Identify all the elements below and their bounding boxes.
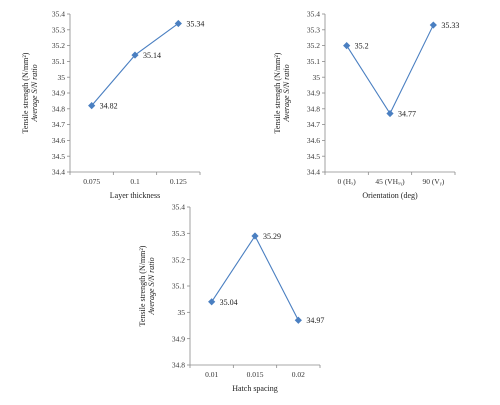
x-tick-label: 0 (Hₓ) [338,177,357,186]
data-point-marker [208,298,216,306]
y-tick-label: 34.5 [52,152,65,161]
y-tick-label: 35.4 [52,10,65,19]
y-tick-label: 35.1 [307,57,320,66]
chart-layer-thickness: 34.4 34.5 34.6 34.7 34.8 34.9 35 35.1 35.2 35.3 35… [21,10,204,200]
y-tick-label: 34.5 [307,152,320,161]
y-tick-label: 35.4 [307,10,320,19]
chart-hatch-spacing: 34.8 34.9 35 35.1 35.2 35.3 35.4 0.01 0.015 0.02 H… [138,203,324,393]
data-point-marker [251,232,259,240]
y-tick-label: 35.3 [307,25,320,34]
y-tick-label: 35.4 [172,203,185,212]
y-tick-label: 35.2 [172,255,185,264]
data-label: 34.77 [398,110,416,119]
data-point-marker [429,21,437,29]
data-label: 35.33 [441,21,459,30]
y-tick-label: 34.7 [307,120,320,129]
x-tick-label: 0.02 [292,370,305,379]
data-label: 35.2 [355,42,369,51]
chart-orientation: 34.4 34.5 34.6 34.7 34.8 34.9 35 35.1 35.2 35.3 35… [273,10,459,200]
y-tick-label: 35 [58,73,66,82]
data-label: 34.97 [306,316,324,325]
y-tick-label: 35.2 [307,41,320,50]
y-tick-label: 35 [313,73,321,82]
y-tick-label: 35.3 [52,25,65,34]
data-point-marker [174,19,182,28]
y-tick-label: 34.9 [307,89,320,98]
y-tick-label: 34.8 [172,361,185,370]
y-axis-label-line1: Tensile strength (N/mm²) [273,52,282,133]
y-tick-label: 34.7 [52,120,65,129]
y-tick-label: 34.6 [52,136,65,145]
y-tick-label: 35.1 [172,282,185,291]
y-axis-label-line2: Average S/N ratio [147,257,156,315]
y-tick-label: 35.1 [52,57,65,66]
x-tick-label: 0.1 [130,177,140,186]
data-label: 35.04 [220,298,238,307]
x-tick-label: 0.015 [247,370,264,379]
x-axis-label: Orientation (deg) [362,191,418,200]
y-tick-label: 34.8 [307,104,320,113]
x-tick-label: 0.075 [83,177,100,186]
y-tick-label: 34.8 [52,104,65,113]
y-tick-label: 34.9 [52,89,65,98]
y-tick-label: 34.4 [52,168,65,177]
x-tick-label: 0.01 [205,370,218,379]
series-line [91,23,179,106]
y-tick-label: 35 [178,308,186,317]
x-tick-label: 90 (Vᵧ) [422,177,444,187]
x-tick-label: 45 (VHₓᵧ) [375,177,405,187]
y-axis-label-line1: Tensile strength (N/mm²) [21,52,30,133]
y-axis-label-line1: Tensile strength (N/mm²) [138,245,147,326]
x-tick-label: 0.125 [170,177,187,186]
data-label: 35.29 [263,232,281,241]
y-tick-label: 35.2 [52,41,65,50]
data-label: 35.34 [186,19,204,28]
y-axis-label-line2: Average S/N ratio [30,64,39,122]
series-line [211,234,299,321]
series-line [346,24,434,115]
x-axis-label: Hatch spacing [232,384,278,393]
data-label: 35.14 [143,51,161,60]
y-tick-label: 34.4 [307,168,320,177]
data-point-marker [131,51,139,59]
y-axis-label-line2: Average S/N ratio [282,64,291,122]
data-point-marker [343,42,351,50]
data-label: 34.82 [100,102,118,111]
data-point-marker [88,102,96,110]
data-point-marker [294,316,302,324]
y-tick-label: 34.9 [172,334,185,343]
x-axis-label: Layer thickness [110,191,160,200]
data-point-marker [386,109,394,118]
y-tick-label: 34.6 [307,136,320,145]
y-tick-label: 35.3 [172,229,185,238]
